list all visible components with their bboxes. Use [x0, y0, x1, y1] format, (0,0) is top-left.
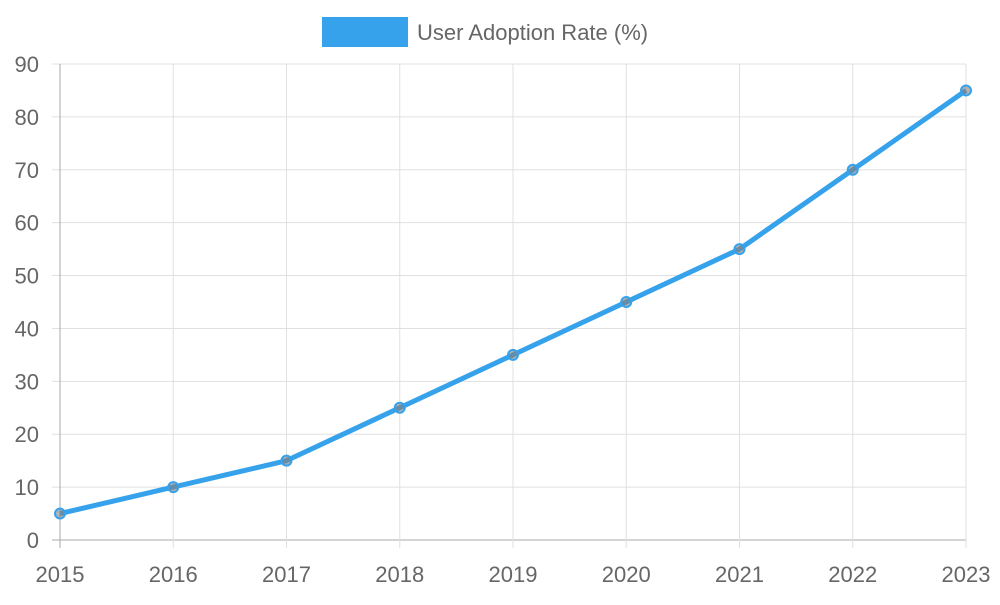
x-tick-label: 2018 — [375, 562, 424, 587]
data-point — [846, 163, 859, 176]
x-tick-label: 2015 — [36, 562, 85, 587]
y-tick-label: 60 — [15, 211, 39, 236]
legend-swatch — [322, 17, 408, 47]
x-tick-label: 2017 — [262, 562, 311, 587]
data-point — [960, 84, 972, 97]
x-tick-label: 2022 — [828, 562, 877, 587]
x-tick-label: 2019 — [489, 562, 538, 587]
data-point — [733, 243, 746, 256]
data-point — [167, 481, 180, 494]
data-point — [507, 348, 519, 361]
data-point — [54, 507, 66, 520]
data-point — [280, 454, 293, 467]
y-tick-label: 10 — [15, 475, 39, 500]
y-tick-label: 20 — [15, 422, 39, 447]
y-tick-label: 0 — [27, 528, 39, 553]
y-tick-label: 90 — [15, 52, 39, 77]
x-tick-label: 2023 — [942, 562, 991, 587]
x-tick-label: 2016 — [149, 562, 198, 587]
y-tick-label: 80 — [15, 105, 39, 130]
legend[interactable]: User Adoption Rate (%) — [322, 17, 648, 47]
y-tick-label: 40 — [15, 316, 39, 341]
x-tick-label: 2021 — [715, 562, 764, 587]
y-tick-label: 30 — [15, 369, 39, 394]
y-tick-label: 70 — [15, 158, 39, 183]
data-point — [393, 401, 406, 414]
y-tick-label: 50 — [15, 264, 39, 289]
data-point — [620, 296, 633, 308]
x-tick-label: 2020 — [602, 562, 651, 587]
legend-label: User Adoption Rate (%) — [417, 20, 648, 45]
